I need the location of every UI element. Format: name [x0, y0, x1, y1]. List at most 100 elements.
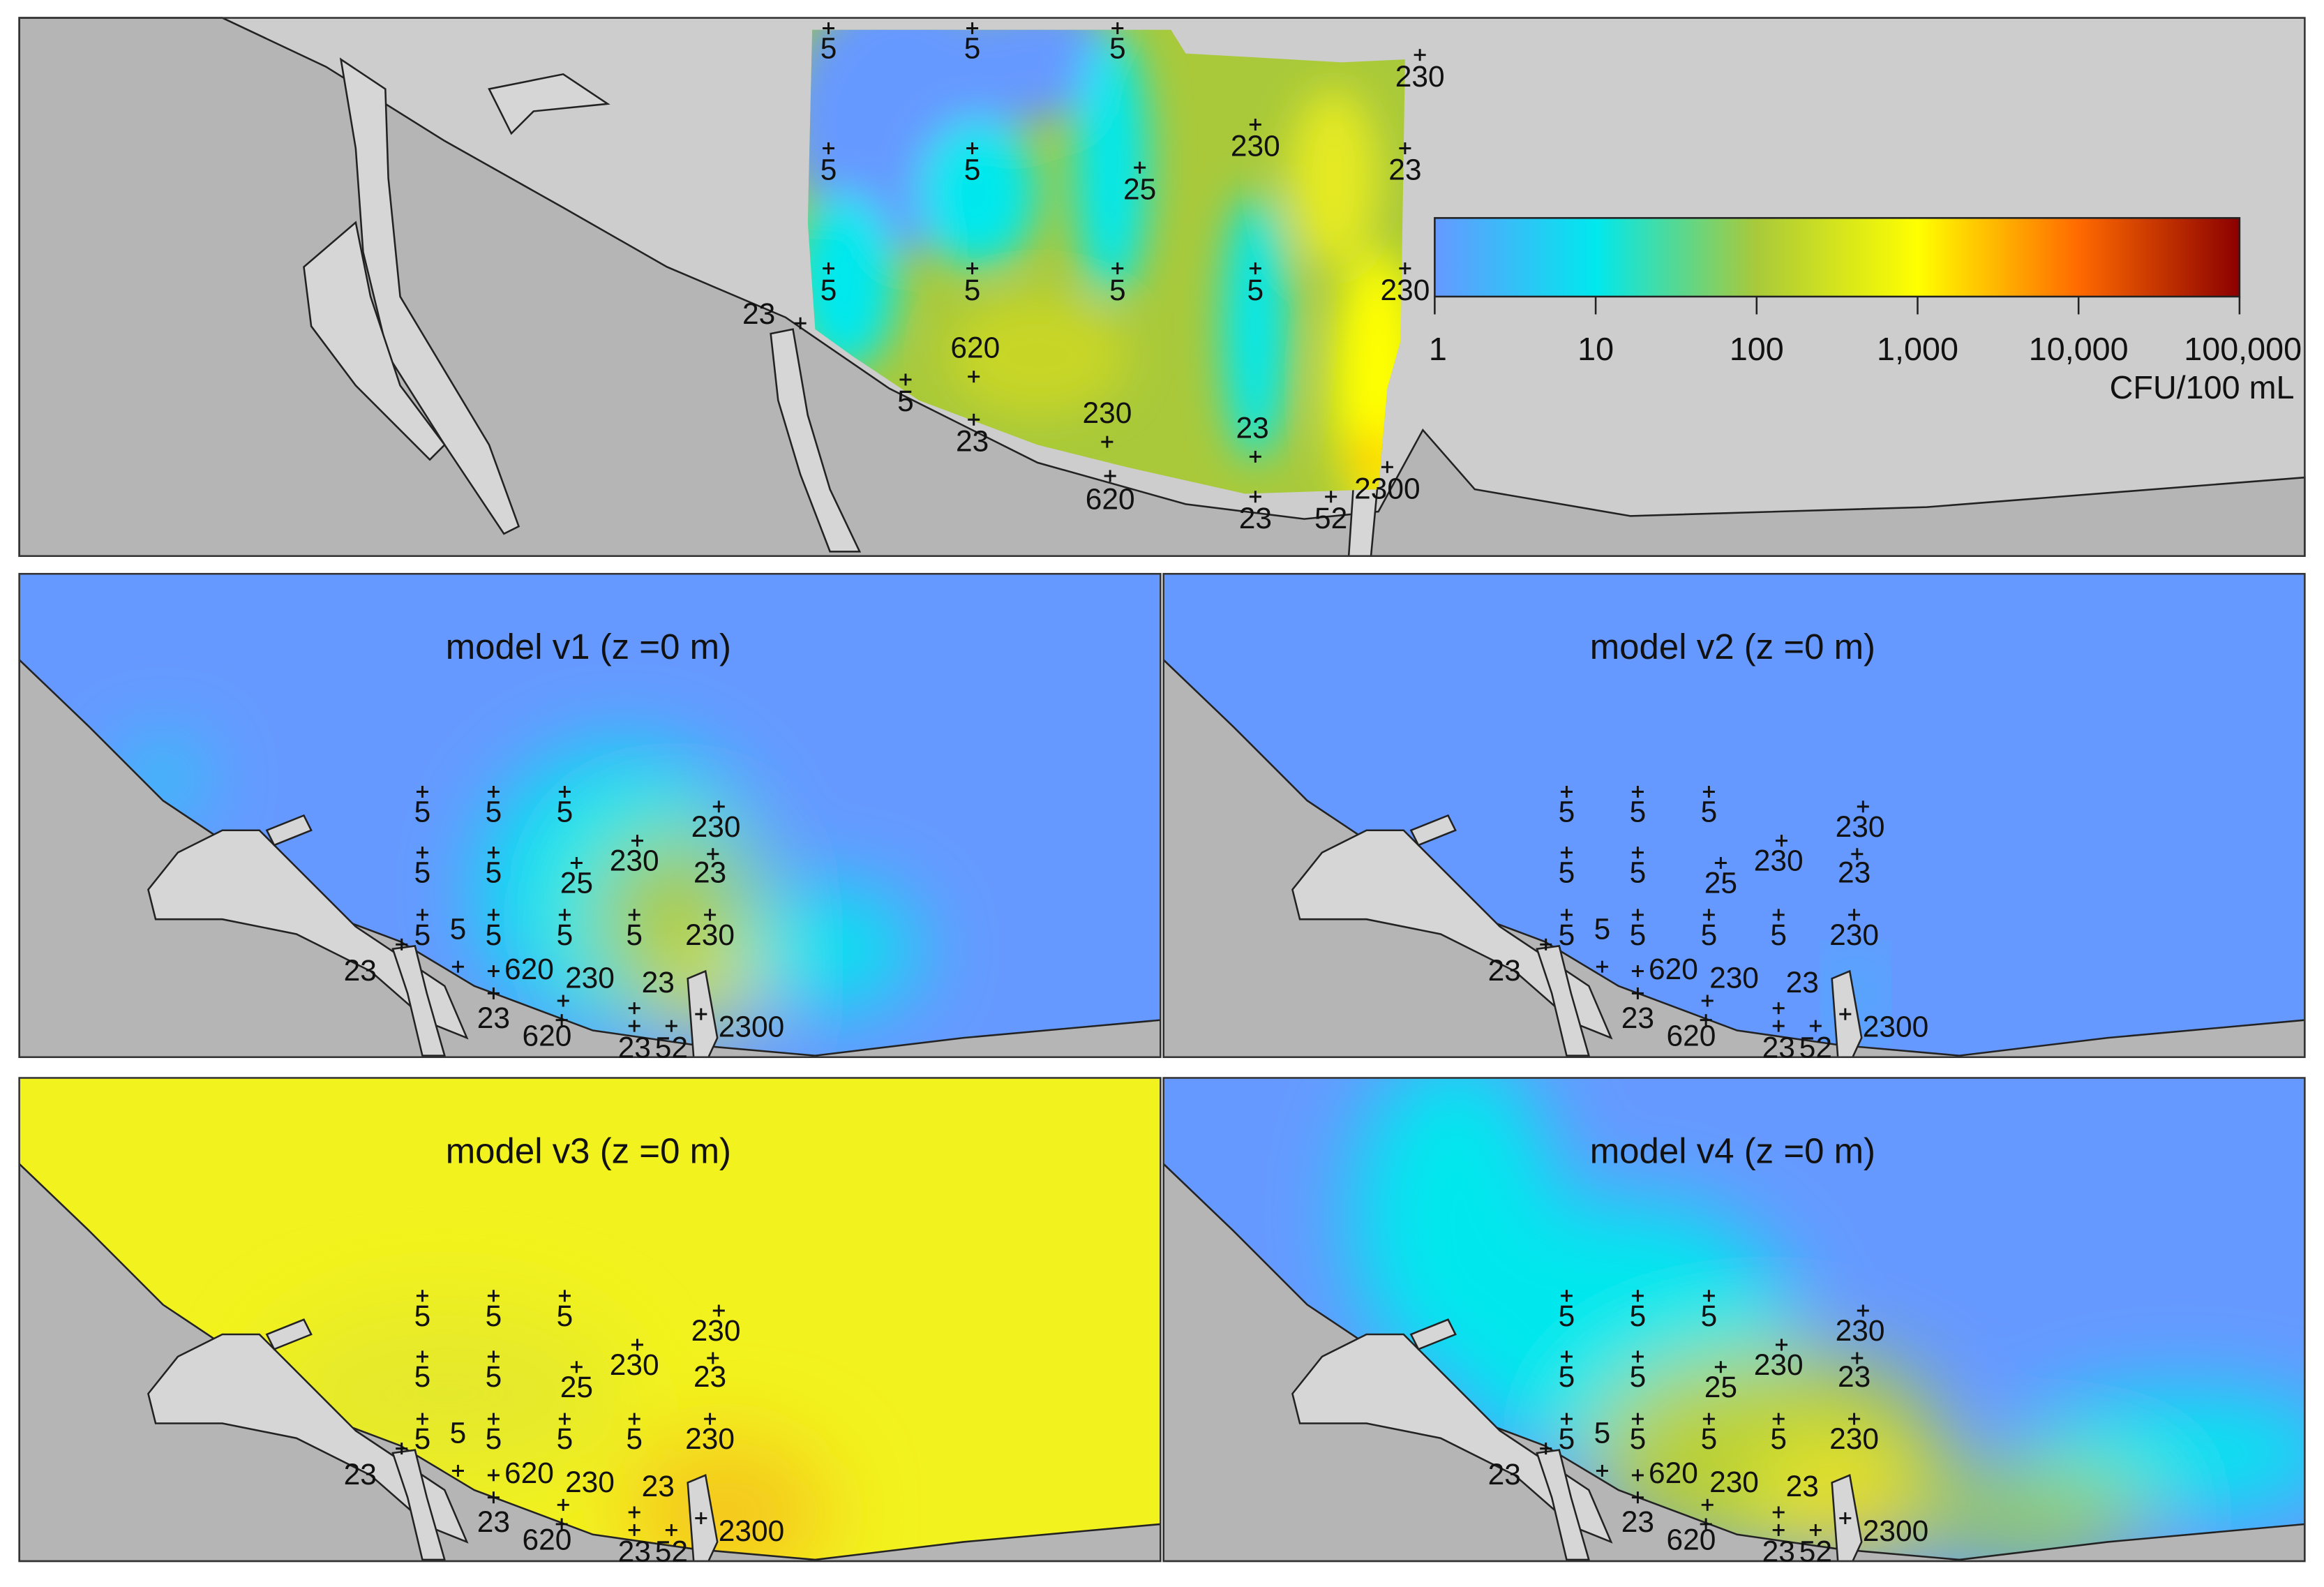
sample-label: 5 [1109, 274, 1126, 307]
sample-marker [1540, 938, 1552, 951]
sample-label: 5 [1770, 1423, 1787, 1456]
sample-label: 23 [1838, 857, 1871, 890]
land [1163, 1162, 2305, 1562]
sample-marker [416, 1350, 428, 1363]
sample-marker [1809, 1020, 1822, 1032]
sample-marker [695, 1512, 707, 1524]
sample-label: 5 [486, 857, 502, 890]
sample-marker [1631, 1290, 1644, 1302]
sample-marker [707, 848, 719, 860]
sample-marker [712, 1304, 725, 1317]
sample-marker [1857, 800, 1869, 813]
sample-label: 620 [1649, 1457, 1698, 1490]
sample-label: 230 [1380, 274, 1430, 307]
sample-marker [631, 835, 643, 847]
sample-label: 230 [1709, 962, 1759, 995]
sample-label: 23 [1488, 1459, 1521, 1491]
sample-label: 5 [1559, 857, 1575, 890]
sample-label: 230 [1395, 61, 1445, 94]
colorbar-tick-label: 10 [1577, 331, 1614, 367]
sample-marker [1775, 1339, 1787, 1351]
lagoon [147, 829, 469, 1040]
sample-label: 2300 [1354, 472, 1420, 505]
sample-label: 5 [820, 274, 837, 307]
land [19, 658, 1161, 1057]
sample-marker [555, 1014, 568, 1027]
sample-label: 5 [557, 796, 573, 829]
sample-marker [487, 1350, 500, 1363]
sample-label: 620 [522, 1020, 571, 1052]
sample-label: 230 [565, 962, 615, 995]
sample-label: 52 [1314, 502, 1347, 535]
lagoon [1291, 1333, 1613, 1544]
sample-marker [487, 847, 500, 859]
sample-label: 5 [820, 154, 837, 187]
sample-label: 23 [1621, 1002, 1654, 1035]
lagoon [391, 1449, 446, 1561]
sample-label: 5 [626, 919, 643, 952]
land [1163, 658, 2305, 1057]
sample-label: 23 [1786, 967, 1819, 999]
sample-marker [1701, 1498, 1714, 1511]
lagoon [147, 1333, 469, 1544]
sample-marker [794, 317, 807, 329]
sample-label: 5 [1630, 857, 1647, 890]
colorbar-unit: CFU/100 mL [2110, 369, 2295, 405]
sample-label: 23 [1239, 502, 1272, 535]
lagoon [1536, 1449, 1591, 1561]
panel-title: model v1 (z =0 m) [446, 627, 731, 666]
sample-marker [1851, 848, 1864, 860]
sample-label: 52 [1799, 1031, 1832, 1064]
sample-marker [704, 1413, 717, 1425]
sample-label: 5 [1559, 1423, 1575, 1456]
sample-marker [451, 1464, 464, 1477]
sample-marker [451, 960, 464, 973]
land [18, 17, 2306, 558]
sample-label: 5 [1559, 796, 1575, 829]
sample-marker [968, 413, 980, 426]
sample-label: 23 [618, 1031, 651, 1064]
sample-label: 23 [1786, 1470, 1819, 1503]
sample-marker [1702, 1413, 1715, 1425]
lagoon [770, 328, 862, 553]
sample-marker [1399, 262, 1411, 275]
sample-marker [1414, 49, 1426, 61]
sample-marker [823, 262, 835, 275]
sample-label: 23 [642, 967, 675, 999]
sample-marker [1702, 786, 1715, 798]
sample-label: 5 [1701, 919, 1718, 952]
sample-label: 23 [477, 1506, 510, 1539]
sample-marker [416, 786, 428, 798]
sample-label: 5 [1701, 1423, 1718, 1456]
sample-marker [1560, 1413, 1573, 1425]
sample-marker [712, 800, 725, 813]
sample-marker [966, 142, 979, 155]
sample-marker [416, 909, 428, 921]
sample-marker [487, 965, 500, 978]
sample-label: 23 [742, 298, 775, 331]
sample-label: 25 [560, 867, 593, 900]
sample-marker [558, 786, 571, 798]
sample-label: 5 [1701, 796, 1718, 829]
sample-label: 25 [1123, 173, 1156, 206]
sample-marker [1631, 1491, 1644, 1504]
sample-label: 23 [694, 857, 726, 890]
sample-marker [1104, 470, 1116, 482]
sample-label: 5 [626, 1423, 643, 1456]
sample-marker [665, 1523, 677, 1536]
sample-label: 620 [1666, 1020, 1716, 1052]
sample-marker [1809, 1523, 1822, 1536]
sample-label: 5 [1594, 913, 1611, 946]
sample-label: 620 [950, 332, 1000, 365]
sample-marker [396, 1443, 408, 1455]
sample-marker [665, 1020, 677, 1032]
sample-marker [1560, 1350, 1573, 1363]
sample-marker [1700, 1518, 1712, 1530]
sample-marker [1249, 119, 1261, 131]
panel-title: model v4 (z =0 m) [1590, 1131, 1875, 1170]
